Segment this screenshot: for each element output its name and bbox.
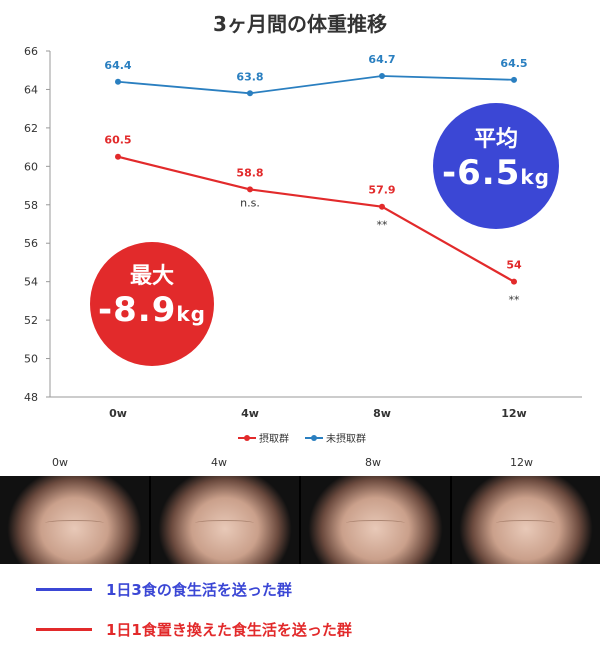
y-tick-label: 56 xyxy=(24,237,38,250)
chart-legend: 摂取群 未摂取群 xyxy=(0,430,600,445)
group-red-caption: 1日1食置き換えた食生活を送った群 xyxy=(36,619,352,640)
data-label: 60.5 xyxy=(104,134,131,147)
body-photo-8w xyxy=(301,476,450,564)
body-photo-strip xyxy=(0,476,600,564)
data-point xyxy=(511,278,517,285)
max-badge-value: -8.9kg xyxy=(98,290,206,330)
y-tick-label: 66 xyxy=(24,45,38,58)
x-tick-label: 12w xyxy=(501,407,526,420)
chart-title: 3ヶ月間の体重推移 xyxy=(213,12,387,36)
photo-label-12w: 12w xyxy=(510,456,533,469)
average-badge-value: -6.5kg xyxy=(442,153,550,193)
y-tick-label: 64 xyxy=(24,83,38,96)
data-point xyxy=(115,78,121,85)
legend-item-no-intake: 未摂取群 xyxy=(305,430,366,445)
y-tick-label: 50 xyxy=(24,353,38,366)
legend-item-intake: 摂取群 xyxy=(238,430,289,445)
data-point xyxy=(379,72,385,79)
data-label: 63.8 xyxy=(236,70,263,83)
significance-label: ** xyxy=(509,294,521,307)
legend-label-no-intake: 未摂取群 xyxy=(326,434,366,445)
photo-label-4w: 4w xyxy=(211,456,227,469)
data-label: 58.8 xyxy=(236,166,263,179)
significance-label: n.s. xyxy=(240,196,260,209)
data-label: 64.4 xyxy=(104,59,131,72)
group-blue-caption: 1日3食の食生活を送った群 xyxy=(36,579,292,600)
group-red-line xyxy=(36,628,92,631)
x-tick-label: 0w xyxy=(109,407,127,420)
data-point xyxy=(511,76,517,83)
average-badge: 平均 -6.5kg xyxy=(433,103,559,229)
y-tick-label: 52 xyxy=(24,314,38,327)
body-photo-4w xyxy=(150,476,299,564)
y-tick-label: 54 xyxy=(24,276,38,289)
group-red-label: 1日1食置き換えた食生活を送った群 xyxy=(106,621,352,639)
y-tick-label: 48 xyxy=(24,391,38,404)
group-blue-label: 1日3食の食生活を送った群 xyxy=(106,581,292,599)
x-tick-label: 8w xyxy=(373,407,391,420)
y-tick-label: 58 xyxy=(24,199,38,212)
x-tick-label: 4w xyxy=(241,407,259,420)
data-label: 57.9 xyxy=(368,184,395,197)
significance-label: ** xyxy=(377,219,389,232)
data-point xyxy=(379,203,385,210)
data-point xyxy=(247,186,253,193)
data-point xyxy=(115,153,121,160)
group-blue-line xyxy=(36,588,92,591)
data-label: 64.7 xyxy=(368,53,395,66)
max-badge-label: 最大 xyxy=(129,264,174,289)
average-badge-label: 平均 xyxy=(473,127,518,152)
data-label: 54 xyxy=(506,259,522,272)
y-tick-label: 62 xyxy=(24,122,38,135)
photo-labels: 0w 4w 8w 12w xyxy=(0,456,600,472)
series-line-no-intake xyxy=(117,75,515,95)
data-point xyxy=(247,90,253,97)
body-photo-0w xyxy=(0,476,149,564)
legend-label-intake: 摂取群 xyxy=(259,434,289,445)
photo-label-0w: 0w xyxy=(52,456,68,469)
weight-line-chart: 48 50 52 54 56 58 60 62 64 66 0w 4w 8w 12w 60.5 58.8 n.s… xyxy=(24,45,582,420)
body-photo-12w xyxy=(451,476,600,564)
y-tick-label: 60 xyxy=(24,160,38,173)
series-line-intake xyxy=(117,155,515,283)
data-label: 64.5 xyxy=(500,57,527,70)
max-badge: 最大 -8.9kg xyxy=(90,242,214,366)
photo-label-8w: 8w xyxy=(365,456,381,469)
